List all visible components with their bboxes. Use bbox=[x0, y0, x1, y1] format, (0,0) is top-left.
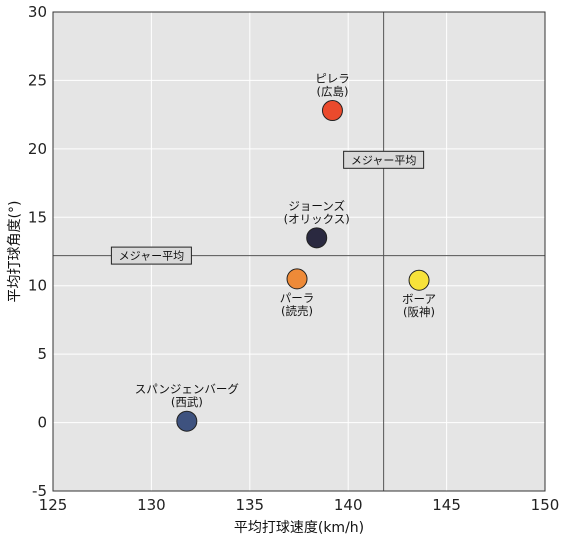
x-tick-label: 145 bbox=[432, 496, 461, 514]
point-label-team: (広島) bbox=[316, 85, 348, 99]
reference-label-vertical-box bbox=[343, 150, 425, 169]
point-label-name: パーラ bbox=[280, 291, 315, 305]
y-tick-labels: -5 0 5 10 15 20 25 30 bbox=[28, 3, 47, 500]
point-label-name: ボーア bbox=[402, 292, 436, 306]
reference-label-horizontal: メジャー平均 bbox=[119, 250, 184, 263]
data-point bbox=[306, 227, 328, 249]
data-points: ピレラ(広島) ジョーンズ(オリックス) パーラ(読売) ボーア(阪神) スパンジェンバ… bbox=[135, 72, 436, 432]
y-tick-label: 0 bbox=[37, 414, 47, 432]
point-label-team: (オリックス) bbox=[284, 212, 350, 226]
plot-border bbox=[52, 11, 546, 492]
reference-label-vertical: メジャー平均 bbox=[351, 154, 416, 167]
x-tick-label: 125 bbox=[39, 496, 68, 514]
x-tick-labels: 125 130 135 140 145 150 bbox=[39, 496, 560, 514]
data-point bbox=[286, 268, 308, 290]
reference-label-horizontal-box bbox=[110, 246, 192, 265]
y-tick-label: 15 bbox=[28, 208, 47, 226]
point-label-name: スパンジェンバーグ bbox=[135, 382, 240, 396]
point-label-team: (西武) bbox=[171, 395, 203, 409]
data-point bbox=[176, 410, 198, 432]
data-point bbox=[321, 100, 343, 122]
point-label-team: (読売) bbox=[281, 304, 313, 318]
y-tick-label: 20 bbox=[28, 140, 47, 158]
point-label-name: ジョーンズ bbox=[288, 199, 345, 213]
data-point bbox=[408, 269, 430, 291]
y-tick-label: 25 bbox=[28, 71, 47, 89]
y-tick-label: 5 bbox=[37, 345, 47, 363]
y-tick-label: 30 bbox=[28, 3, 47, 21]
x-tick-label: 140 bbox=[334, 496, 363, 514]
y-tick-label: -5 bbox=[32, 482, 47, 500]
x-tick-label: 130 bbox=[137, 496, 166, 514]
point-label-team: (阪神) bbox=[403, 305, 435, 319]
y-tick-label: 10 bbox=[28, 277, 47, 295]
x-tick-label: 135 bbox=[235, 496, 264, 514]
y-axis-label: 平均打球角度(°) bbox=[6, 201, 23, 303]
x-axis-label: 平均打球速度(km/h) bbox=[234, 519, 364, 536]
x-tick-label: 150 bbox=[531, 496, 560, 514]
point-label-name: ピレラ bbox=[315, 72, 350, 86]
